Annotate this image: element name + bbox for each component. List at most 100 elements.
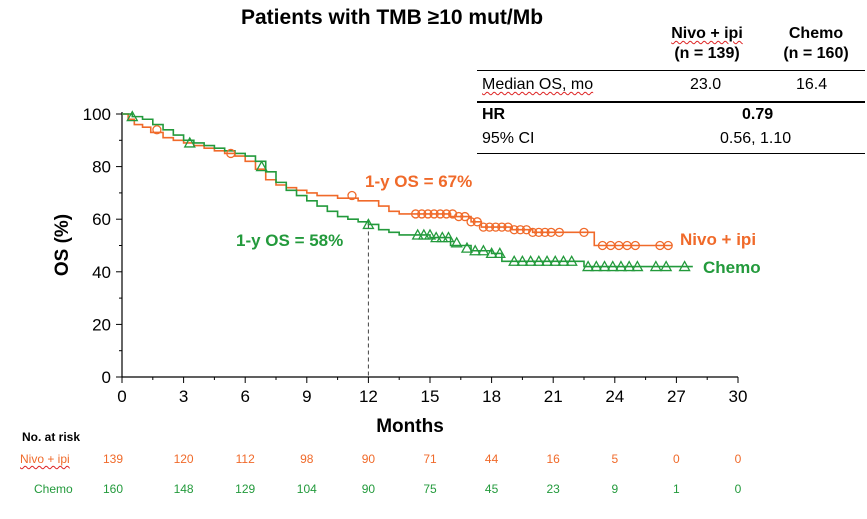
- censor-mark-chemo: [442, 231, 455, 243]
- censor-mark-nivo: [534, 227, 544, 238]
- table-mid-rule: [477, 101, 865, 103]
- censor-mark-chemo: [524, 254, 537, 266]
- risk-value-chemo: 1: [673, 482, 680, 496]
- censor-mark-nivo: [503, 222, 513, 232]
- table-row-ci-label: 95% CI: [482, 130, 535, 147]
- censor-mark-chemo: [623, 260, 636, 272]
- plot-censor-marks: [126, 110, 691, 272]
- censor-mark-chemo: [549, 254, 562, 266]
- censor-mark-nivo: [663, 240, 673, 251]
- censor-mark-nivo: [497, 222, 507, 232]
- censor-mark-chemo: [660, 260, 673, 272]
- risk-value-nivo: 5: [611, 452, 619, 466]
- risk-row-nivo-label: Nivo + ipi: [20, 452, 70, 466]
- risk-value-chemo: 104: [296, 482, 317, 496]
- censor-mark-chemo: [631, 260, 644, 272]
- annotation-nivo-1y: 1-y OS = 67%: [365, 172, 472, 191]
- table-row-ci-value: 0.56, 1.10: [720, 130, 792, 147]
- risk-value-nivo: 139: [102, 452, 124, 466]
- censor-mark-nivo: [472, 217, 482, 227]
- risk-value-nivo: 0: [734, 452, 742, 466]
- series-chemo-line: [122, 113, 693, 268]
- x-tick-label: 0: [117, 387, 126, 406]
- censor-mark-chemo: [436, 231, 449, 243]
- risk-value-chemo: 129: [235, 482, 256, 496]
- risk-value-nivo: 120: [173, 452, 194, 466]
- annotation-chemo-1y: 1-y OS = 58%: [236, 231, 343, 250]
- censor-mark-chemo: [255, 160, 268, 172]
- censor-mark-nivo: [540, 227, 550, 238]
- censor-mark-chemo: [423, 228, 437, 240]
- x-tick-label: 9: [302, 387, 311, 406]
- risk-value-nivo: 44: [484, 452, 499, 466]
- censor-mark-chemo: [557, 254, 570, 266]
- censor-mark-nivo: [410, 209, 421, 219]
- censor-mark-nivo: [441, 209, 452, 219]
- x-axis-label: Months: [376, 416, 444, 437]
- censor-mark-nivo: [347, 190, 357, 201]
- y-tick-label: 100: [83, 105, 111, 124]
- censor-mark-nivo: [152, 125, 162, 135]
- censor-mark-nivo: [521, 225, 532, 235]
- plot-labels: 1-y OS = 67% 1-y OS = 58% Nivo + ipi Chemo: [236, 172, 761, 277]
- table-row-median-chemo: 16.4: [796, 76, 828, 93]
- censor-mark-chemo: [508, 254, 521, 266]
- censor-mark-chemo: [532, 254, 545, 266]
- risk-value-chemo: 23: [546, 482, 560, 496]
- censor-mark-nivo: [491, 222, 501, 232]
- censor-mark-chemo: [649, 260, 662, 272]
- censor-mark-nivo: [429, 209, 439, 219]
- table-header-nivo: Nivo + ipi (n = 139): [671, 25, 743, 62]
- x-tick-label: 21: [544, 387, 563, 406]
- table-row-median-label: Median OS, mo: [482, 76, 594, 93]
- risk-value-nivo: 112: [235, 452, 255, 466]
- censor-mark-nivo: [528, 227, 538, 238]
- table-header-chemo: Chemo (n = 160): [783, 25, 849, 62]
- risk-value-chemo: 0: [734, 482, 742, 496]
- censor-mark-chemo: [606, 260, 619, 272]
- x-tick-label: 30: [729, 387, 748, 406]
- x-tick-label: 12: [359, 387, 378, 406]
- censor-mark-nivo: [579, 227, 589, 238]
- x-tick-label: 6: [240, 387, 249, 406]
- x-tick-label: 27: [667, 387, 686, 406]
- x-tick-label: 15: [421, 387, 440, 406]
- table-row-median-nivo: 23.0: [690, 76, 722, 93]
- y-tick-label: 80: [92, 158, 111, 177]
- y-tick-label: 20: [92, 315, 111, 334]
- risk-value-nivo: 90: [361, 452, 376, 466]
- censor-mark-nivo: [460, 211, 470, 222]
- censor-mark-chemo: [460, 241, 474, 253]
- censor-mark-nivo: [417, 209, 427, 219]
- censor-mark-chemo: [411, 228, 424, 240]
- risk-value-chemo: 90: [361, 482, 376, 496]
- table-top-rule: [477, 70, 865, 71]
- censor-mark-chemo: [362, 218, 375, 230]
- legend-label-nivo: Nivo + ipi: [680, 230, 756, 249]
- risk-table-title: No. at risk: [22, 430, 81, 444]
- x-tick-label: 3: [179, 387, 188, 406]
- censor-mark-nivo: [630, 240, 640, 251]
- censor-mark-chemo: [485, 247, 498, 259]
- risk-value-nivo: 0: [673, 452, 680, 466]
- censor-mark-chemo: [598, 260, 611, 272]
- censor-mark-nivo: [454, 211, 464, 222]
- risk-value-chemo: 160: [102, 482, 124, 496]
- risk-value-nivo: 98: [300, 452, 314, 466]
- censor-mark-nivo: [509, 225, 519, 235]
- censor-mark-nivo: [484, 222, 495, 232]
- y-tick-label: 40: [92, 263, 111, 282]
- risk-value-chemo: 148: [173, 482, 194, 496]
- table-row-hr-label: HR: [482, 106, 506, 123]
- censor-mark-chemo: [450, 236, 463, 248]
- table-bottom-rule: [477, 153, 865, 154]
- censor-mark-chemo: [430, 231, 443, 243]
- legend-label-chemo: Chemo: [703, 258, 761, 277]
- censor-mark-nivo: [466, 217, 476, 227]
- risk-value-chemo: 75: [423, 482, 437, 496]
- censor-mark-chemo: [126, 110, 139, 122]
- x-tick-label: 24: [605, 387, 624, 406]
- censor-mark-chemo: [417, 228, 430, 240]
- censor-mark-chemo: [516, 254, 529, 266]
